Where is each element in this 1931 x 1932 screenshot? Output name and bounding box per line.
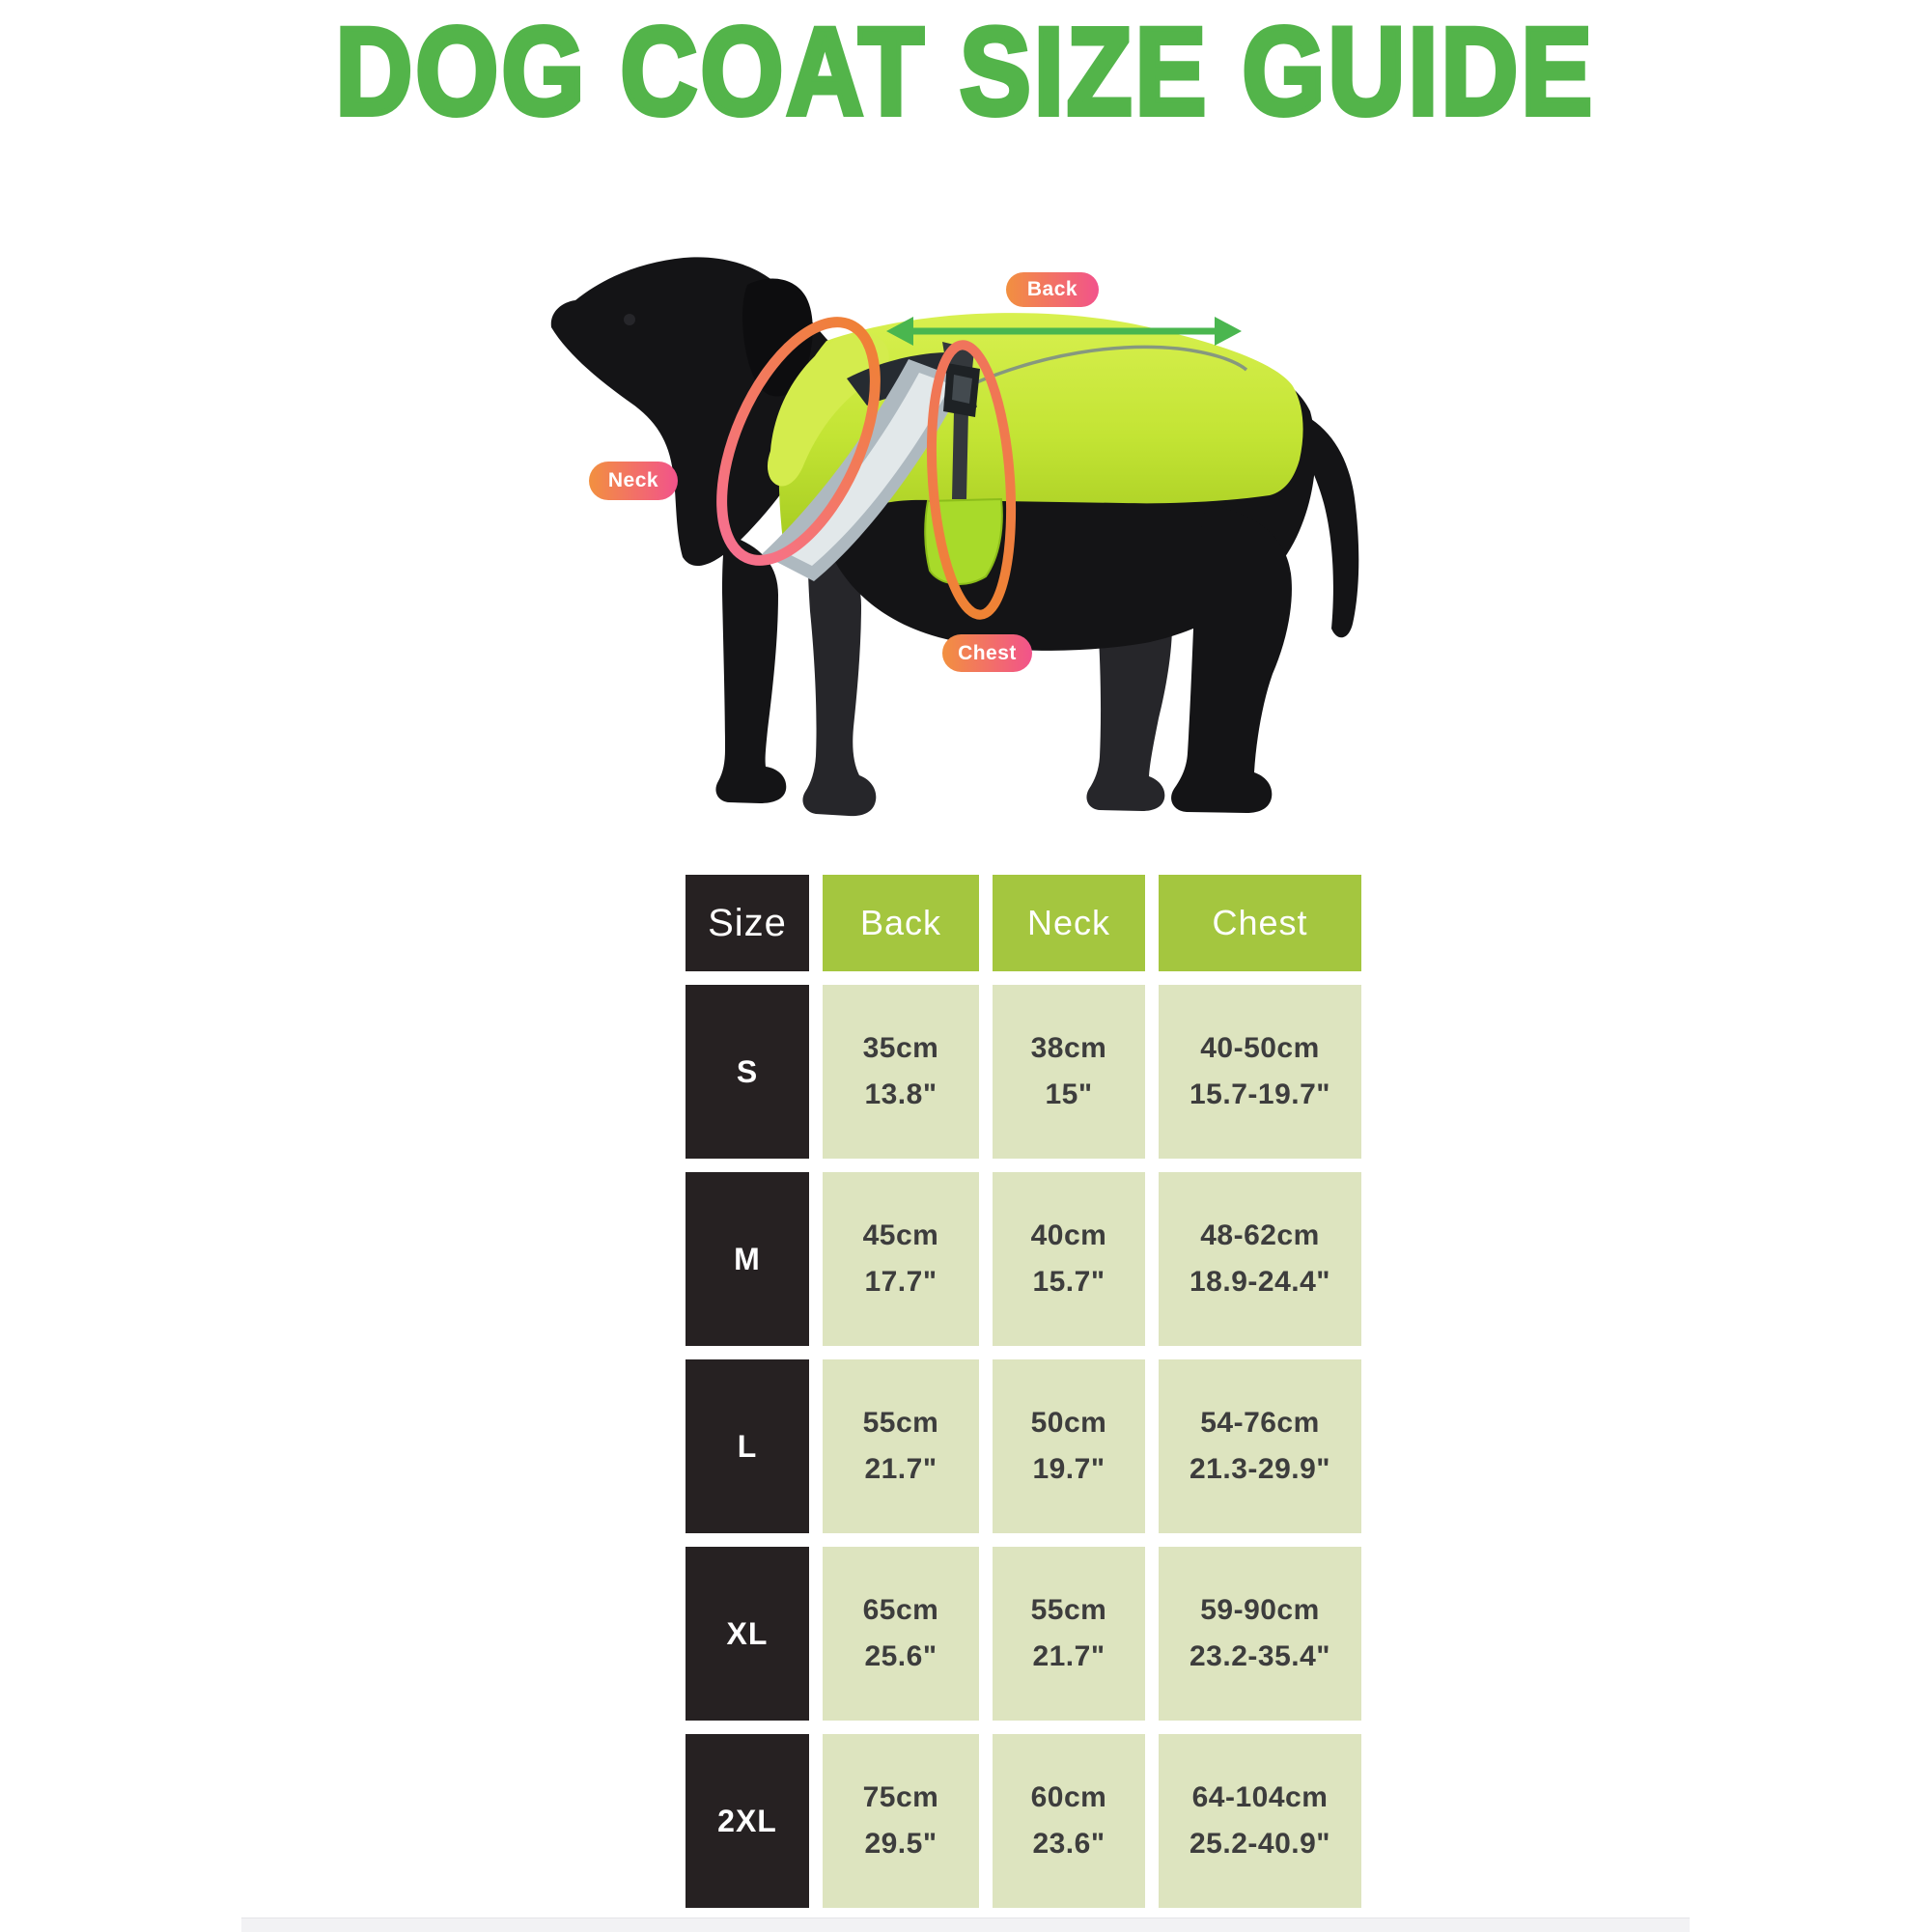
cell-l-neck: 50cm 19.7" [993, 1359, 1145, 1533]
dog-far-front-leg [802, 544, 877, 817]
page-title: DOG COAT SIZE GUIDE [333, 0, 1596, 144]
value-cm: 35cm [862, 1032, 939, 1064]
cell-2xl-chest: 64-104cm 25.2-40.9" [1159, 1734, 1361, 1908]
value-inch: 13.8" [864, 1078, 938, 1110]
value-inch: 23.2-35.4" [1189, 1640, 1330, 1672]
size-cell-l: L [686, 1359, 809, 1533]
header-cell-neck: Neck [993, 875, 1145, 971]
value-cm: 65cm [862, 1594, 939, 1626]
neck-label-pill: Neck [589, 462, 678, 500]
value-cm: 45cm [862, 1219, 939, 1251]
value-cm: 38cm [1030, 1032, 1107, 1064]
size-cell-s: S [686, 985, 809, 1159]
value-inch: 18.9-24.4" [1189, 1266, 1330, 1298]
value-inch: 23.6" [1032, 1828, 1105, 1860]
dog-near-rear-leg [1171, 505, 1292, 813]
value-inch: 17.7" [864, 1266, 938, 1298]
value-cm: 60cm [1030, 1781, 1107, 1813]
cell-m-chest: 48-62cm 18.9-24.4" [1159, 1172, 1361, 1346]
cell-m-back: 45cm 17.7" [823, 1172, 979, 1346]
cell-xl-back: 65cm 25.6" [823, 1547, 979, 1721]
size-cell-m: M [686, 1172, 809, 1346]
cell-xl-chest: 59-90cm 23.2-35.4" [1159, 1547, 1361, 1721]
cell-2xl-neck: 60cm 23.6" [993, 1734, 1145, 1908]
value-inch: 29.5" [864, 1828, 938, 1860]
value-cm: 55cm [1030, 1594, 1107, 1626]
dog-eye [624, 314, 635, 325]
chest-ring [926, 340, 1017, 620]
value-cm: 55cm [862, 1407, 939, 1439]
dog-measurement-diagram: Back Neck Chest [521, 217, 1439, 893]
value-inch: 21.7" [864, 1453, 938, 1485]
size-cell-2xl: 2XL [686, 1734, 809, 1908]
value-cm: 40cm [1030, 1219, 1107, 1251]
value-cm: 54-76cm [1200, 1407, 1320, 1439]
value-inch: 15.7" [1032, 1266, 1105, 1298]
value-cm: 59-90cm [1200, 1594, 1320, 1626]
cell-m-neck: 40cm 15.7" [993, 1172, 1145, 1346]
value-cm: 75cm [862, 1781, 939, 1813]
cell-s-back: 35cm 13.8" [823, 985, 979, 1159]
cell-l-back: 55cm 21.7" [823, 1359, 979, 1533]
value-inch: 21.3-29.9" [1189, 1453, 1330, 1485]
value-cm: 40-50cm [1200, 1032, 1320, 1064]
cell-l-chest: 54-76cm 21.3-29.9" [1159, 1359, 1361, 1533]
cell-2xl-back: 75cm 29.5" [823, 1734, 979, 1908]
piping-line [965, 345, 1248, 389]
value-inch: 21.7" [1032, 1640, 1105, 1672]
value-inch: 19.7" [1032, 1453, 1105, 1485]
value-inch: 15" [1045, 1078, 1093, 1110]
coat-collar [767, 332, 889, 487]
value-inch: 25.6" [864, 1640, 938, 1672]
value-cm: 48-62cm [1200, 1219, 1320, 1251]
value-cm: 64-104cm [1191, 1781, 1329, 1813]
dog-tail [1276, 408, 1359, 638]
size-cell-xl: XL [686, 1547, 809, 1721]
bottom-strip [241, 1918, 1690, 1932]
back-measurement-arrow [886, 317, 1242, 346]
value-cm: 50cm [1030, 1407, 1107, 1439]
chest-label-pill: Chest [942, 634, 1032, 672]
size-table: Size Back Neck Chest S 35cm 13.8" 38cm 1… [686, 875, 1361, 1908]
cell-xl-neck: 55cm 21.7" [993, 1547, 1145, 1721]
dog-ear [742, 278, 813, 397]
header-cell-back: Back [823, 875, 979, 971]
cell-s-neck: 38cm 15" [993, 985, 1145, 1159]
dog-near-front-leg [715, 534, 787, 803]
header-cell-chest: Chest [1159, 875, 1361, 971]
value-inch: 15.7-19.7" [1189, 1078, 1330, 1110]
neck-ring [716, 317, 881, 566]
strap-buckle-slot [952, 375, 972, 404]
cell-s-chest: 40-50cm 15.7-19.7" [1159, 985, 1361, 1159]
dog-illustration [550, 257, 1359, 817]
back-label-pill: Back [1006, 272, 1099, 307]
value-inch: 25.2-40.9" [1189, 1828, 1330, 1860]
header-cell-size: Size [686, 875, 809, 971]
